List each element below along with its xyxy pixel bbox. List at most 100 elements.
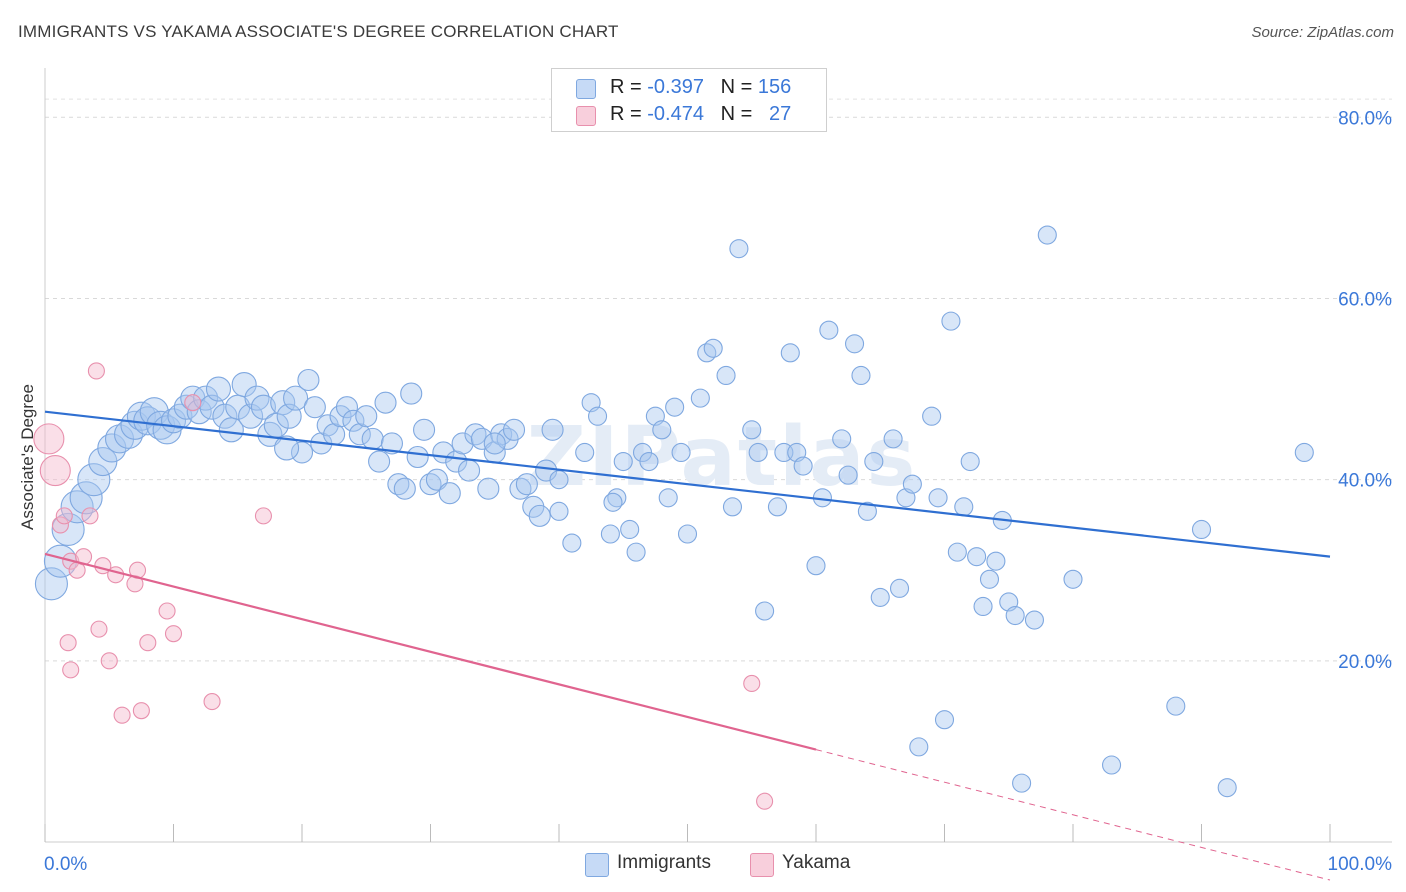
- immigrants-point: [780, 343, 800, 363]
- immigrants-point: [212, 403, 238, 429]
- immigrants-point: [652, 420, 672, 440]
- immigrants-point: [257, 421, 283, 447]
- series-label-immigrants: Immigrants: [617, 852, 711, 873]
- immigrants-point: [838, 465, 858, 485]
- immigrants-point: [967, 547, 987, 567]
- immigrants-point: [393, 477, 416, 500]
- yakama-point: [33, 423, 65, 455]
- immigrants-point: [832, 429, 852, 449]
- y-tick-label: 40.0%: [1338, 471, 1392, 492]
- y-tick-label: 60.0%: [1338, 289, 1392, 310]
- immigrants-point: [986, 551, 1006, 571]
- immigrants-point: [464, 423, 487, 446]
- immigrants-point: [889, 578, 910, 598]
- yakama-point: [59, 634, 77, 652]
- immigrants-point: [626, 542, 646, 562]
- immigrants-point: [902, 474, 922, 494]
- x-tick-label: 100.0%: [1328, 854, 1393, 875]
- legend-r-value: -0.397: [647, 76, 704, 98]
- immigrants-point: [671, 442, 691, 463]
- immigrants-point: [603, 492, 623, 512]
- chart-title: IMMIGRANTS VS YAKAMA ASSOCIATE'S DEGREE …: [18, 22, 619, 41]
- immigrants-point: [934, 710, 955, 730]
- immigrants-point: [960, 451, 980, 472]
- immigrants-point: [329, 405, 352, 428]
- x-tick-label: 0.0%: [44, 854, 87, 875]
- yakama-point: [254, 507, 273, 525]
- immigrants-point: [857, 501, 877, 521]
- immigrants-point: [541, 418, 564, 441]
- immigrants-point: [870, 587, 890, 607]
- legend-swatch-yakama: [576, 106, 596, 126]
- immigrants-point: [186, 399, 212, 425]
- immigrants-point: [60, 490, 94, 524]
- immigrants-point: [297, 368, 320, 392]
- immigrants-point: [477, 477, 500, 500]
- immigrants-point: [522, 495, 545, 518]
- immigrants-point: [290, 441, 314, 464]
- yakama-point: [203, 693, 221, 711]
- immigrants-point: [1294, 442, 1314, 463]
- immigrants-point: [767, 497, 788, 517]
- immigrants-point: [355, 405, 378, 428]
- series-swatch-immigrants: [585, 853, 609, 877]
- yakama-point: [743, 674, 761, 693]
- immigrants-point: [729, 239, 749, 259]
- immigrants-point: [600, 524, 620, 544]
- immigrants-point: [205, 376, 232, 402]
- immigrants-point: [490, 423, 513, 446]
- immigrants-point: [451, 432, 474, 455]
- immigrants-point: [844, 334, 865, 354]
- yakama-trend-extension: [815, 749, 1331, 881]
- yakama-point: [87, 362, 105, 380]
- immigrants-point: [502, 418, 526, 441]
- immigrants-point: [515, 473, 538, 496]
- immigrants-point: [528, 504, 551, 527]
- immigrants-point: [941, 311, 961, 331]
- immigrants-point: [274, 435, 300, 461]
- immigrants-point: [851, 365, 871, 386]
- series-label-yakama: Yakama: [782, 852, 851, 873]
- immigrants-point: [793, 456, 813, 476]
- legend-r-value: -0.474: [647, 103, 704, 125]
- immigrants-point: [419, 473, 442, 496]
- watermark-text: ZIPatlas: [527, 410, 918, 505]
- immigrants-point: [387, 473, 410, 496]
- yakama-point: [39, 455, 71, 487]
- yakama-point: [132, 702, 150, 720]
- immigrants-point: [374, 391, 397, 414]
- immigrants-point: [270, 390, 296, 416]
- immigrants-point: [1037, 225, 1057, 245]
- immigrants-point: [575, 442, 595, 463]
- legend-n-value: 156: [757, 76, 792, 98]
- yakama-point: [107, 566, 125, 584]
- immigrants-point: [77, 463, 111, 497]
- trend-lines: [44, 410, 1331, 881]
- immigrants-point: [509, 477, 532, 500]
- immigrants-point: [457, 459, 481, 482]
- immigrants-point: [922, 406, 942, 426]
- immigrants-point: [483, 432, 506, 455]
- immigrants-point: [954, 497, 974, 517]
- immigrants-point: [413, 418, 436, 441]
- immigrants-point: [639, 451, 659, 472]
- immigrants-point: [1012, 773, 1032, 793]
- immigrants-point: [909, 737, 929, 757]
- yakama-point: [113, 706, 131, 724]
- immigrants-point: [335, 396, 359, 419]
- series-swatch-yakama: [750, 853, 774, 877]
- immigrants-point: [883, 429, 903, 449]
- immigrants-point: [400, 382, 423, 405]
- immigrants-point: [361, 427, 384, 450]
- yakama-point: [184, 394, 202, 412]
- yakama-point: [81, 507, 99, 525]
- immigrants-point: [677, 524, 698, 544]
- immigrants-point: [425, 468, 448, 491]
- yakama-point: [164, 625, 183, 643]
- immigrants-point: [470, 427, 493, 450]
- immigrants-point: [1024, 610, 1044, 630]
- immigrants-point: [748, 442, 768, 463]
- immigrants-point: [562, 533, 582, 553]
- yakama-point: [158, 602, 176, 620]
- immigrants-point: [755, 601, 775, 621]
